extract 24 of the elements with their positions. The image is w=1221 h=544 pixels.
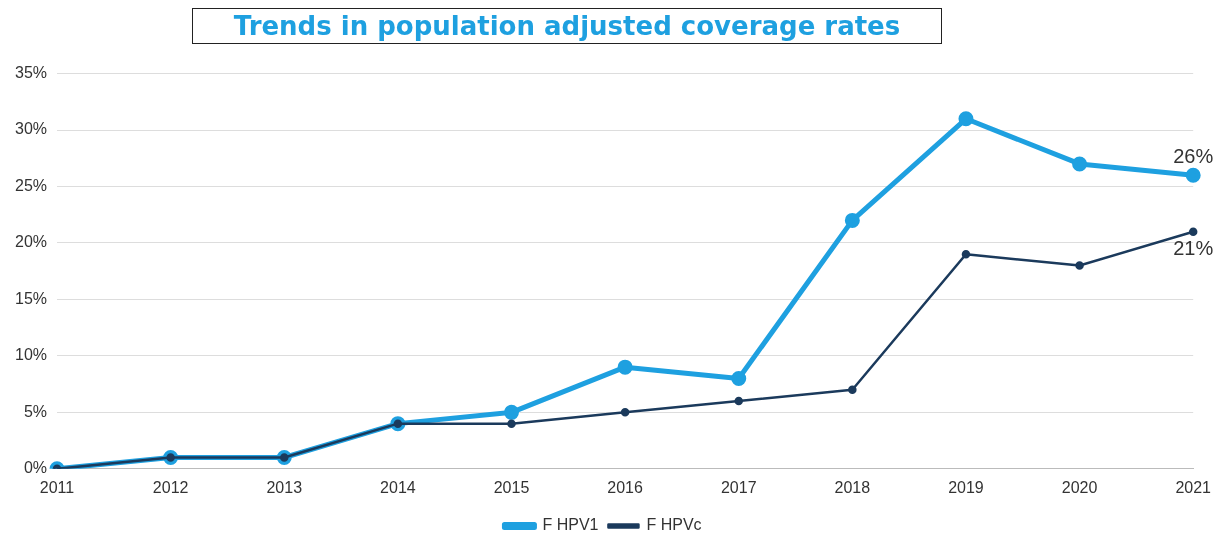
x-tick-label: 2012 <box>152 478 189 496</box>
x-tick-label: 2017 <box>720 478 757 496</box>
y-tick-label: 15% <box>14 289 48 307</box>
y-tick-label: 0% <box>23 459 48 477</box>
x-tick-label: 2020 <box>1061 478 1098 496</box>
x-tick-label: 2015 <box>493 478 530 496</box>
y-tick-label: 20% <box>14 233 48 251</box>
x-tick-label: 2014 <box>380 478 416 496</box>
legend-label: F HPVc <box>646 516 702 534</box>
y-tick-label: 35% <box>14 64 48 82</box>
x-tick-label: 2013 <box>266 478 303 496</box>
y-tick-label: 25% <box>14 176 48 194</box>
x-tick-label: 2019 <box>948 478 984 496</box>
x-tick-label: 2018 <box>834 478 871 496</box>
y-tick-label: 30% <box>14 120 48 138</box>
legend-label: F HPV1 <box>542 516 599 534</box>
chart-title: Trends in population adjusted coverage rates <box>192 8 942 44</box>
x-tick-label: 2021 <box>1175 478 1212 496</box>
data-label: 26% <box>1173 144 1214 167</box>
x-tick-label: 2011 <box>39 478 75 496</box>
y-tick-label: 5% <box>23 402 48 420</box>
x-tick-label: 2016 <box>607 478 644 496</box>
y-tick-label: 10% <box>14 346 48 364</box>
data-label: 21% <box>1173 237 1214 260</box>
